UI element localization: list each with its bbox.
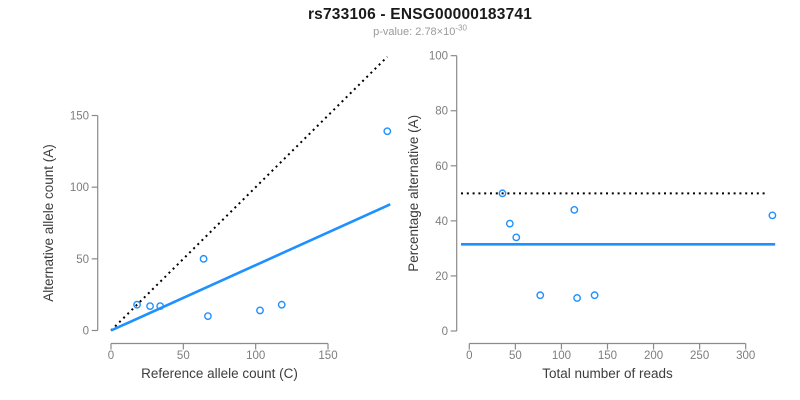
x-tick-label: 150 <box>598 350 617 362</box>
data-point <box>156 302 165 311</box>
data-point <box>277 300 286 309</box>
y-tick-label: 100 <box>429 51 448 63</box>
y-tick-label: 40 <box>435 216 448 228</box>
data-point <box>590 291 599 300</box>
right-plot: 0 20 40 60 80 100 0 50 100 150 200 250 300 Total numb… <box>406 51 777 381</box>
y-tick-label: 50 <box>76 254 89 266</box>
data-point <box>133 300 141 309</box>
chart-title: rs733106 - ENSG00000183741 <box>307 6 533 23</box>
x-tick-label: 0 <box>108 350 114 362</box>
chart-subtitle: p-value: 2.78×10-30 <box>40 23 800 38</box>
data-point <box>573 294 581 302</box>
y-tick-label: 0 <box>83 326 89 338</box>
y-axis-title: Percentage alternative (A) <box>406 115 421 272</box>
y-tick-label: 20 <box>435 271 448 283</box>
x-tick-label: 100 <box>246 350 265 362</box>
pvalue-exponent: -30 <box>455 23 467 33</box>
left-plot: 0 50 100 150 0 50 100 150 Reference allele count… <box>41 56 392 381</box>
x-tick-label: 0 <box>466 350 472 362</box>
y-tick-label: 100 <box>70 182 89 194</box>
y-tick-label: 80 <box>435 106 448 118</box>
figure-header: rs733106 - ENSG00000183741 p-value: 2.78… <box>40 6 800 38</box>
x-tick-label: 50 <box>509 350 522 362</box>
fitted-ratio-line <box>110 203 391 332</box>
data-point <box>498 189 507 198</box>
data-point <box>204 312 212 321</box>
y-tick-label: 60 <box>435 161 448 173</box>
pvalue-text: p-value: 2.78×10 <box>373 26 456 38</box>
data-point <box>146 302 154 311</box>
data-point <box>199 254 208 263</box>
data-point <box>570 205 579 214</box>
y-tick-label: 0 <box>442 326 448 338</box>
x-tick-label: 300 <box>736 350 755 362</box>
data-point <box>536 291 545 300</box>
y-tick-label: 150 <box>70 111 89 123</box>
x-axis-title: Total number of reads <box>542 366 673 381</box>
x-axis-title: Reference allele count (C) <box>141 366 298 381</box>
data-point <box>256 306 264 315</box>
x-tick-label: 150 <box>318 350 337 362</box>
y-axis-title: Alternative allele count (A) <box>41 144 56 302</box>
x-tick-label: 100 <box>552 350 571 362</box>
data-point <box>768 211 777 220</box>
data-point <box>383 127 392 136</box>
data-point <box>505 219 514 228</box>
expected-50pct-line <box>110 56 389 332</box>
data-point <box>512 233 521 242</box>
x-tick-label: 250 <box>690 350 709 362</box>
x-tick-label: 200 <box>644 350 663 362</box>
x-tick-label: 50 <box>177 350 190 362</box>
